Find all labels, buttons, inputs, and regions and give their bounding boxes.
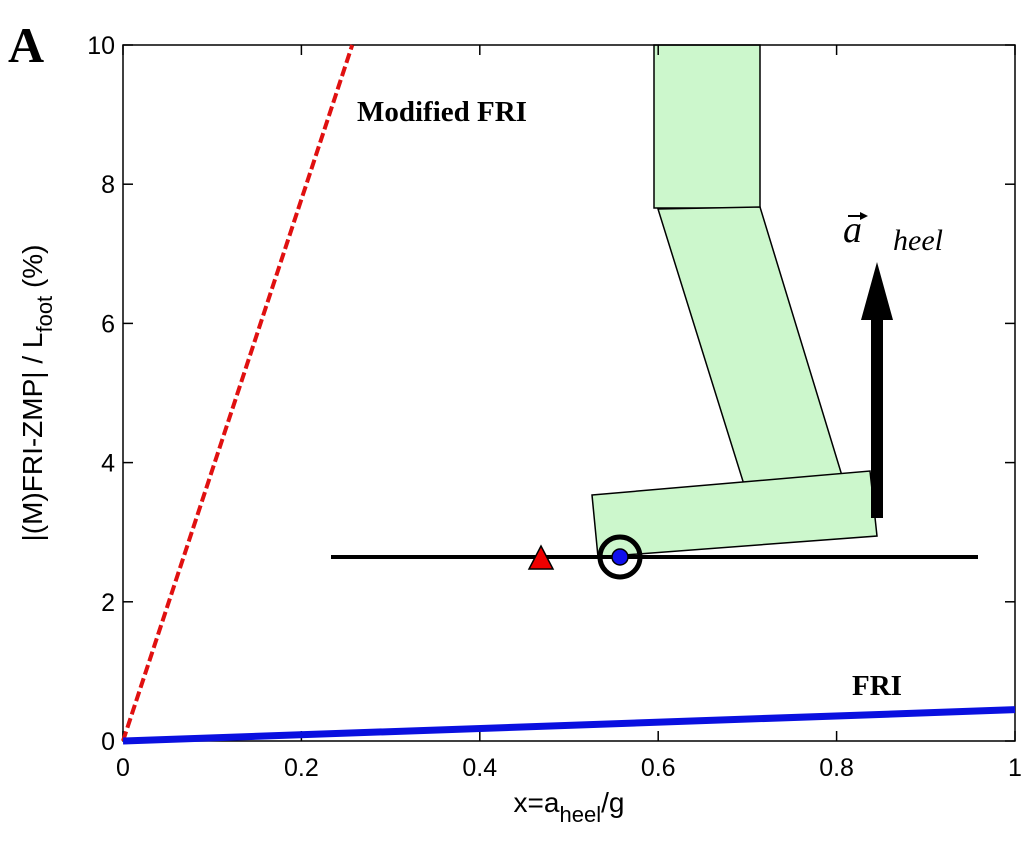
x-axis-label: x=aheel/g (514, 787, 625, 827)
y-tick-label: 6 (101, 310, 115, 338)
vector-head (860, 212, 868, 220)
y-label-sub: foot (32, 296, 57, 333)
x-tick-label: 0.2 (284, 754, 319, 782)
plot-frame (122, 44, 1016, 742)
y-label-main: |(M)FRI-ZMP| / L (17, 333, 48, 542)
y-tick-label: 4 (101, 450, 115, 478)
accel-subscript: heel (893, 224, 943, 257)
foot-diagram: a heel (331, 44, 978, 580)
x-tick-label: 1 (1008, 754, 1022, 782)
y-axis-label: |(M)FRI-ZMP| / Lfoot (%) (17, 245, 57, 542)
accel-label: a (843, 209, 862, 251)
series-line (121, 44, 355, 742)
panel-label: A (8, 17, 44, 73)
zmp-ring (597, 534, 643, 580)
x-tick-label: 0 (116, 754, 130, 782)
y-tick-label: 2 (101, 589, 115, 617)
series-annotation: Modified FRI (357, 96, 527, 128)
thigh (653, 44, 761, 209)
y-tick-label: 10 (87, 32, 115, 60)
y-tick-label: 8 (101, 171, 115, 199)
accel-arrow-head (861, 262, 893, 320)
zmp-dot (611, 548, 629, 566)
series-line (122, 706, 1016, 745)
x-label-end: /g (601, 787, 624, 818)
fri-marker (527, 544, 555, 570)
x-tick-label: 0.6 (641, 754, 676, 782)
x-tick-label: 0.4 (462, 754, 497, 782)
x-label-sub: heel (559, 802, 601, 827)
foot (591, 470, 878, 558)
x-tick-label: 0.8 (819, 754, 854, 782)
y-label-end: (%) (17, 245, 48, 296)
accel-arrow-shaft (871, 318, 883, 518)
y-tick-label: 0 (101, 728, 115, 756)
x-label-main: x=a (514, 787, 560, 818)
series-annotation: FRI (852, 670, 902, 702)
